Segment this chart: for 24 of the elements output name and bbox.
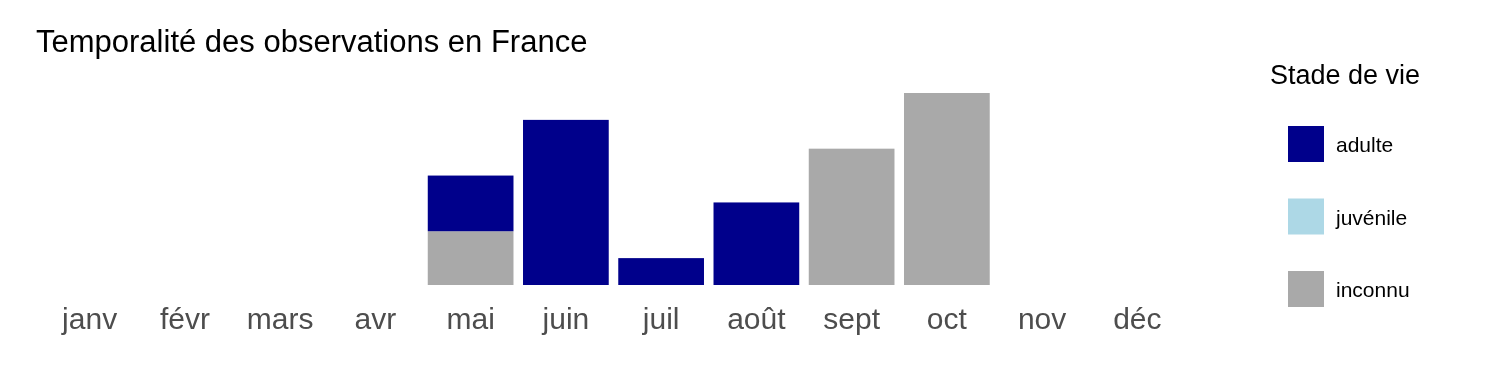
x-tick-label: nov xyxy=(1017,302,1067,336)
legend-label: adulte xyxy=(1336,133,1394,156)
x-tick-label: mai xyxy=(446,302,495,336)
legend-label: inconnu xyxy=(1336,278,1410,301)
x-tick-label: juil xyxy=(641,302,680,336)
x-tick-label: juin xyxy=(541,302,590,336)
bar xyxy=(713,202,800,285)
chart-title: Temporalité des observations en France xyxy=(36,24,588,59)
bar xyxy=(427,175,514,232)
x-tick-label: août xyxy=(727,302,787,336)
x-tick-label: févr xyxy=(159,302,210,336)
bar xyxy=(618,258,704,285)
x-tick-label: oct xyxy=(926,302,968,336)
x-tick-label: déc xyxy=(1113,302,1162,336)
bar xyxy=(904,93,990,285)
legend-label: juvénile xyxy=(1335,205,1408,229)
bar xyxy=(808,148,895,285)
x-tick-label: janv xyxy=(61,302,118,336)
bar xyxy=(427,231,514,285)
x-tick-label: sept xyxy=(823,302,881,336)
bar xyxy=(523,119,609,285)
x-tick-label: mars xyxy=(246,302,314,336)
x-tick-label: avr xyxy=(354,302,397,336)
legend-title: Stade de vie xyxy=(1270,60,1421,90)
